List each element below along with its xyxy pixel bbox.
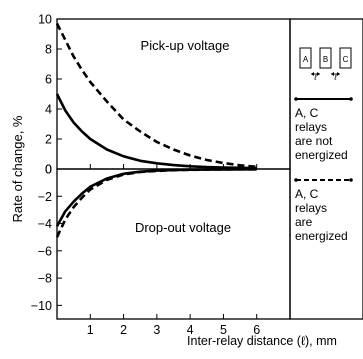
legend-dashed-dot-left <box>294 178 298 182</box>
x-tick-label: 5 <box>220 323 227 337</box>
legend-solid-dot-right <box>349 97 353 101</box>
y-tick-label: 0 <box>45 163 52 177</box>
legend-solid-text-3: are not <box>295 134 333 148</box>
relay-a-box <box>299 47 312 69</box>
y-tick-label: 0 <box>45 163 52 177</box>
y-tick-label: −10 <box>31 299 52 313</box>
bottom-plot-frame <box>56 168 291 320</box>
drop-out-voltage-label: Drop-out voltage <box>135 220 231 235</box>
x-tick-label: 4 <box>187 323 194 337</box>
y-tick-label: −8 <box>38 272 52 286</box>
legend-solid-text-1: A, C <box>295 106 319 120</box>
legend-panel <box>289 18 363 320</box>
legend-dashed-text-1: A, C <box>295 187 319 201</box>
y-tick-label: 10 <box>38 13 52 27</box>
gap-bc-symbol: ℓ <box>333 73 337 82</box>
legend-solid-dot-left <box>294 97 298 101</box>
bottom-y-axis: 0 −2 −4 −6 −8 −10 <box>31 163 62 313</box>
y-tick-label: 8 <box>45 43 52 57</box>
y-tick-label: −4 <box>38 217 52 231</box>
relay-c-box <box>339 47 352 69</box>
y-tick-label: 6 <box>45 73 52 87</box>
legend-dashed-dot-right <box>349 178 353 182</box>
legend-dashed-text-3: are <box>295 215 313 229</box>
legend-dashed-text-4: energized <box>295 229 348 243</box>
x-tick-label: 2 <box>120 323 127 337</box>
drop-out-label-background <box>118 219 246 237</box>
pick-up-voltage-label: Pick-up voltage <box>141 38 230 53</box>
legend-solid-text-2: relays <box>295 120 327 134</box>
pick-up-dashed-series-line <box>55 22 257 169</box>
relay-b-label: B <box>323 55 328 64</box>
x-axis-label: Inter-relay distance (ℓ), mm <box>187 334 337 348</box>
gap-ab-symbol: ℓ <box>313 73 317 82</box>
legend-dashed-text-2: relays <box>295 201 327 215</box>
legend-solid-text-4: energized <box>295 148 348 162</box>
x-tick-label: 1 <box>87 323 94 337</box>
drop-out-solid-series-line <box>55 168 257 227</box>
y-tick-label: −6 <box>38 244 52 258</box>
x-axis: 1 2 3 4 5 6 <box>87 164 260 337</box>
pick-up-solid-series-line <box>55 93 257 170</box>
relay-b-box <box>319 47 332 69</box>
x-tick-label: 3 <box>153 323 160 337</box>
y-tick-label: −2 <box>38 190 52 204</box>
y-axis-label: Rate of change, % <box>10 115 25 222</box>
series-layer <box>55 22 257 238</box>
drop-out-dashed-series-line <box>55 168 257 238</box>
relay-c-label: C <box>343 55 349 64</box>
x-tick-label: 6 <box>253 323 260 337</box>
relay-diagram: A B C ℓ ℓ <box>299 47 352 82</box>
gap-arrowheads <box>311 72 340 76</box>
relay-a-label: A <box>303 55 309 64</box>
y-tick-label: 4 <box>45 103 52 117</box>
y-tick-label: 2 <box>45 133 52 147</box>
top-y-axis: 0 2 4 6 8 10 <box>38 13 62 177</box>
